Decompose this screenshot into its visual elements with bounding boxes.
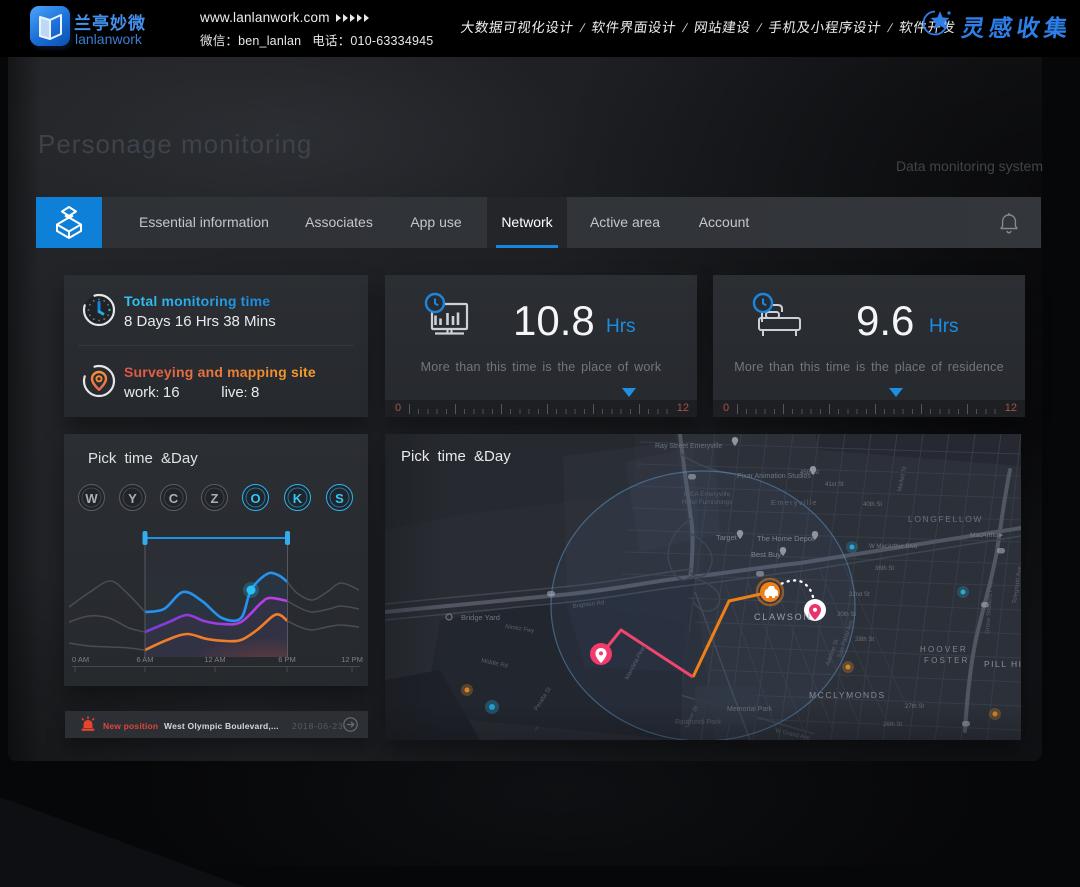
svg-text:0 AM: 0 AM bbox=[72, 655, 89, 664]
svg-text:MCCLYMONDS: MCCLYMONDS bbox=[809, 690, 886, 700]
svg-text:32nd St: 32nd St bbox=[849, 592, 870, 598]
svg-text:FOSTER: FOSTER bbox=[924, 656, 970, 665]
svg-text:30th St: 30th St bbox=[837, 612, 856, 618]
svg-text:Emeryville: Emeryville bbox=[771, 498, 818, 507]
svg-text:6 AM: 6 AM bbox=[136, 655, 153, 664]
svg-text:Hotel Furnishings: Hotel Furnishings bbox=[682, 499, 733, 506]
svg-text:Pixar Animation Studios: Pixar Animation Studios bbox=[737, 473, 811, 480]
svg-text:6 PM: 6 PM bbox=[278, 655, 296, 664]
svg-text:Bridge Yard: Bridge Yard bbox=[461, 613, 500, 622]
svg-text:Best Buy: Best Buy bbox=[751, 550, 781, 559]
svg-text:W MacArthur Blvd: W MacArthur Blvd bbox=[869, 544, 917, 550]
svg-text:Telegraph Ave: Telegraph Ave bbox=[1012, 565, 1021, 604]
svg-text:12 AM: 12 AM bbox=[204, 655, 225, 664]
svg-text:The Home Depot: The Home Depot bbox=[757, 534, 815, 543]
svg-text:28th St: 28th St bbox=[855, 637, 874, 643]
svg-text:CLAWSON: CLAWSON bbox=[754, 612, 812, 622]
svg-text:IKEA Emeryville: IKEA Emeryville bbox=[684, 491, 731, 498]
svg-text:PILL HI: PILL HI bbox=[984, 659, 1021, 669]
svg-text:Ray Street Emeryville: Ray Street Emeryville bbox=[655, 443, 722, 450]
svg-text:MacArthu►: MacArthu► bbox=[970, 532, 1004, 539]
svg-text:45th St: 45th St bbox=[800, 470, 819, 476]
svg-text:41st St: 41st St bbox=[825, 482, 844, 488]
svg-text:HOOVER: HOOVER bbox=[920, 645, 968, 654]
svg-text:LONGFELLOW: LONGFELLOW bbox=[908, 514, 983, 524]
svg-text:40th St: 40th St bbox=[863, 502, 882, 508]
svg-text:Brighton Rd: Brighton Rd bbox=[573, 600, 605, 610]
svg-text:12 PM: 12 PM bbox=[341, 655, 363, 664]
svg-text:Middle Rd: Middle Rd bbox=[481, 658, 509, 669]
svg-text:Grove Shutters Fwy: Grove Shutters Fwy bbox=[985, 581, 995, 634]
svg-text:36th St: 36th St bbox=[875, 566, 894, 572]
svg-text:Nimitz Fwy: Nimitz Fwy bbox=[505, 624, 535, 635]
svg-text:Target: Target bbox=[716, 533, 738, 542]
svg-text:Market St: Market St bbox=[897, 466, 908, 493]
